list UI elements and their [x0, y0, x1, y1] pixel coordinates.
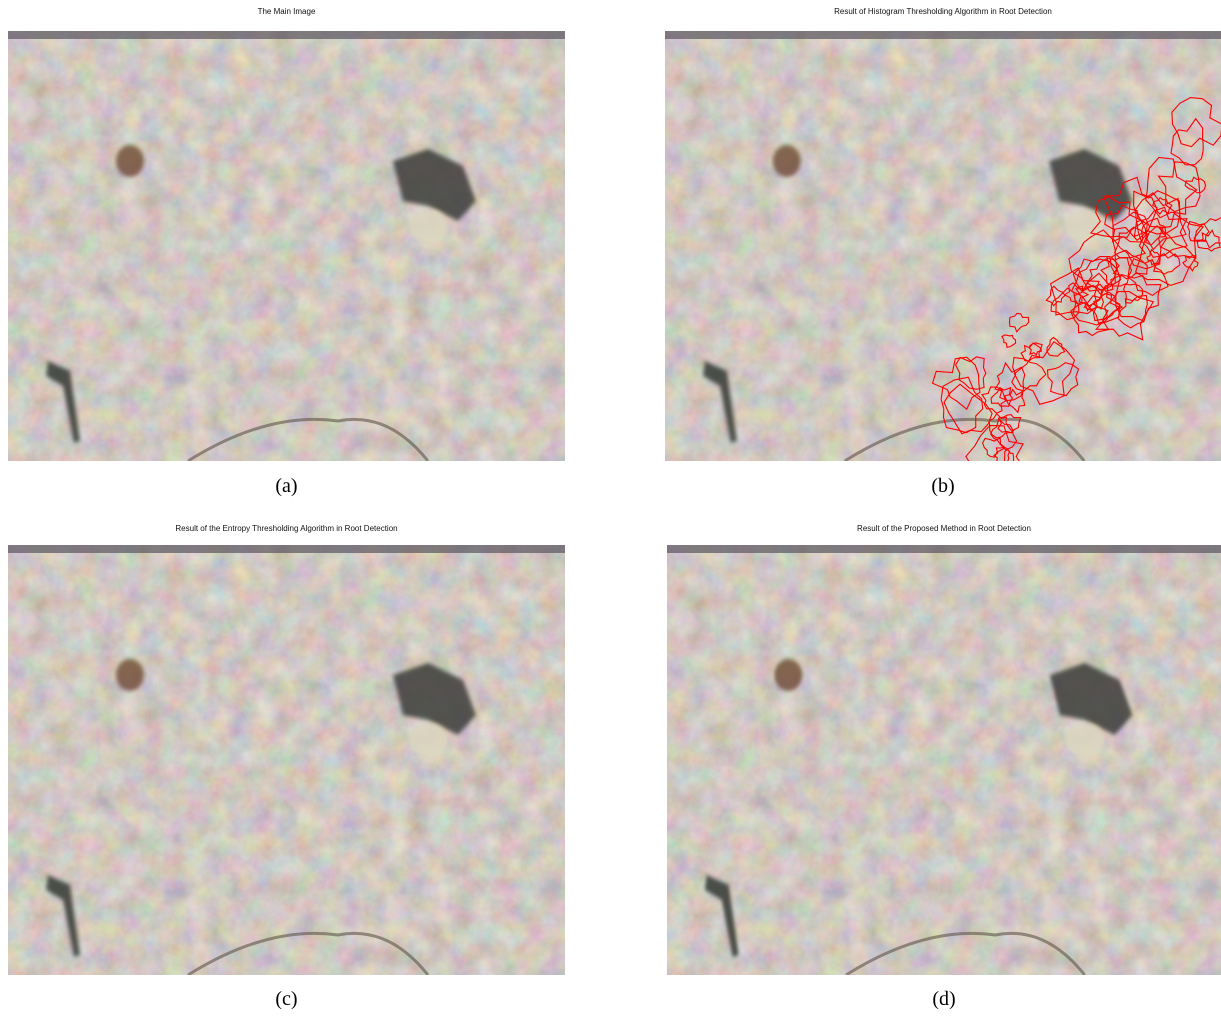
top-edge [667, 545, 1221, 553]
top-edge [8, 545, 565, 553]
panel-caption: (a) [275, 475, 297, 497]
photo [8, 31, 565, 461]
dark-spot [116, 145, 144, 177]
panel: Result of Histogram Thresholding Algorit… [665, 7, 1221, 497]
pale-stone [1064, 209, 1104, 243]
panel: The Main Image (a) [8, 7, 565, 497]
panel-title: Result of the Proposed Method in Root De… [857, 524, 1031, 533]
top-edge [665, 31, 1221, 39]
dark-spot [774, 659, 802, 691]
photo [665, 31, 1221, 480]
page: {"panels": [ {"title": "The Main Image",… [0, 0, 1221, 1023]
panel-title: Result of Histogram Thresholding Algorit… [834, 7, 1052, 16]
figure: The Main Image (a) Result of Histogram Thr… [0, 0, 1221, 1023]
panel: Result of the Entropy Thresholding Algor… [8, 524, 565, 1010]
panel-title: Result of the Entropy Thresholding Algor… [175, 524, 397, 533]
photo [667, 545, 1221, 975]
pale-stone [408, 723, 448, 757]
panel-title: The Main Image [258, 7, 316, 16]
panel: Result of the Proposed Method in Root De… [667, 524, 1221, 1010]
panel-caption: (b) [931, 475, 954, 497]
soil-texture [667, 545, 1221, 975]
photo [8, 545, 565, 975]
top-edge [8, 31, 565, 39]
soil-texture [8, 545, 565, 975]
dark-spot [116, 659, 144, 691]
panel-caption: (c) [275, 988, 297, 1010]
pale-stone [408, 209, 448, 243]
soil-texture [665, 31, 1221, 461]
panel-caption: (d) [932, 988, 955, 1010]
dark-spot [773, 145, 801, 177]
pale-stone [1065, 723, 1105, 757]
soil-texture [8, 31, 565, 461]
